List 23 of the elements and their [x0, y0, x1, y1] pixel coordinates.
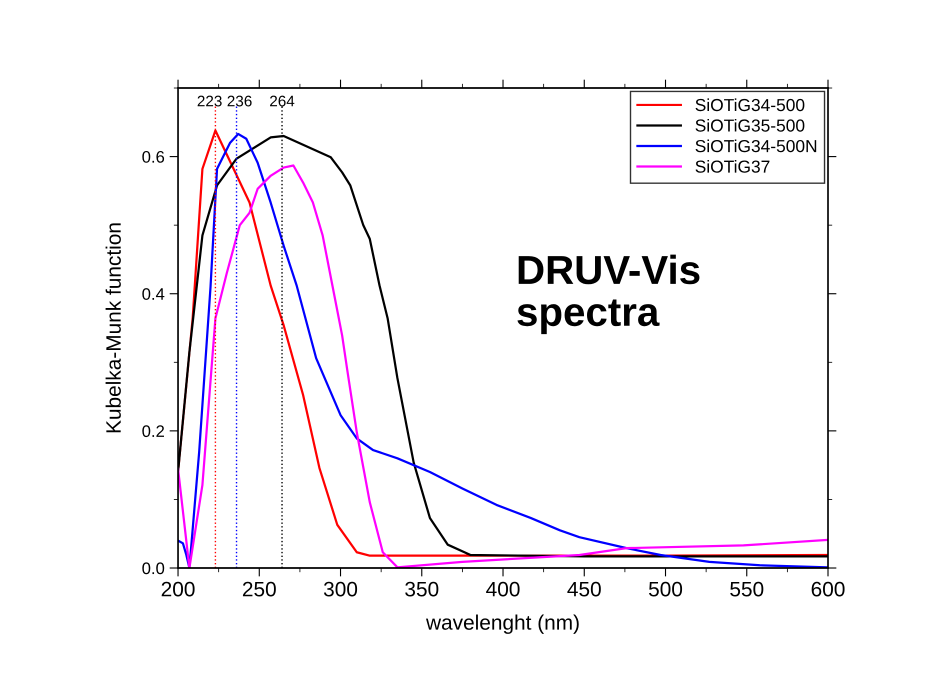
- legend-label: SiOTiG35-500: [696, 118, 804, 132]
- x-tick-label: 350: [405, 582, 438, 597]
- annotation: DRUV-Vis spectra: [517, 254, 700, 334]
- ref-line-label: 264: [270, 96, 294, 106]
- y-tick-label: 0.4: [142, 288, 164, 300]
- legend-label: SiOTiG37: [696, 160, 770, 173]
- y-axis-title: Kubelka-Munk function: [106, 223, 121, 432]
- y-tick-label: 0.6: [142, 150, 164, 163]
- x-tick-label: 550: [730, 582, 764, 597]
- x-tick-label: 300: [324, 582, 358, 597]
- x-tick-label: 250: [242, 582, 276, 597]
- y-tick-label: 0.0: [142, 562, 164, 574]
- x-tick-label: 450: [567, 582, 601, 597]
- x-tick-label: 500: [648, 582, 682, 597]
- ref-line-label: 223: [198, 96, 222, 106]
- y-tick-label: 0.2: [142, 425, 164, 438]
- legend-label: SiOTiG34-500: [696, 98, 804, 112]
- x-tick-label: 200: [162, 582, 195, 597]
- legend-label: SiOTiG34-500N: [696, 139, 816, 152]
- x-tick-label: 600: [812, 582, 845, 597]
- x-tick-label: 400: [486, 582, 520, 597]
- ref-line-label: 236: [228, 96, 252, 106]
- x-axis-title: wavelenght (nm): [426, 614, 579, 634]
